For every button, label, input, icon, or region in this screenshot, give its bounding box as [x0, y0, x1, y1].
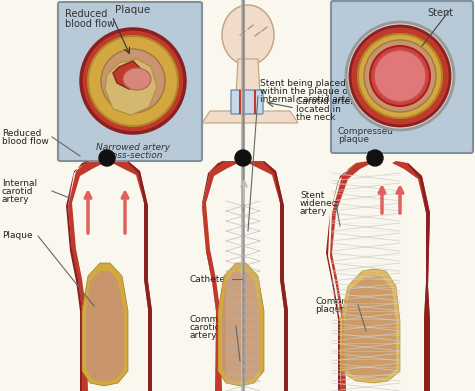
Text: Widened: Widened	[376, 66, 424, 76]
Polygon shape	[218, 263, 264, 386]
Polygon shape	[236, 59, 260, 95]
Text: Reduced: Reduced	[65, 9, 107, 19]
FancyBboxPatch shape	[231, 90, 263, 114]
Polygon shape	[202, 111, 298, 123]
Circle shape	[364, 40, 436, 112]
Text: Plaque: Plaque	[2, 231, 33, 240]
Text: within the plaque of the: within the plaque of the	[260, 86, 369, 95]
Polygon shape	[312, 161, 372, 391]
Text: Compressed: Compressed	[315, 296, 371, 305]
Text: Reduced: Reduced	[2, 129, 41, 138]
Polygon shape	[128, 161, 152, 391]
Text: Narrowed artery: Narrowed artery	[96, 142, 170, 151]
Circle shape	[350, 26, 450, 126]
Ellipse shape	[222, 5, 274, 65]
Text: Stent: Stent	[300, 192, 324, 201]
Text: plaque: plaque	[315, 305, 346, 314]
Text: Stent being placed: Stent being placed	[260, 79, 346, 88]
Circle shape	[101, 49, 165, 113]
Polygon shape	[195, 161, 238, 391]
Text: Carotid arteries: Carotid arteries	[296, 97, 367, 106]
Text: C: C	[371, 153, 379, 163]
Text: widened: widened	[300, 199, 339, 208]
Text: Plaque: Plaque	[115, 5, 151, 15]
FancyBboxPatch shape	[58, 2, 202, 161]
Polygon shape	[108, 161, 152, 391]
Text: carotid: carotid	[2, 187, 34, 196]
Text: the neck: the neck	[296, 113, 335, 122]
Text: carotid: carotid	[190, 323, 221, 332]
Text: plaque: plaque	[338, 136, 369, 145]
Polygon shape	[244, 161, 288, 391]
Ellipse shape	[123, 68, 151, 90]
Circle shape	[370, 46, 430, 106]
Circle shape	[235, 150, 251, 166]
Text: A: A	[103, 153, 111, 163]
Polygon shape	[408, 163, 430, 391]
Polygon shape	[340, 269, 400, 383]
Polygon shape	[82, 263, 128, 386]
Text: internal carotid artery: internal carotid artery	[260, 95, 360, 104]
Circle shape	[81, 29, 185, 133]
Polygon shape	[322, 163, 356, 391]
FancyBboxPatch shape	[331, 1, 473, 153]
Circle shape	[346, 22, 454, 130]
Text: artery: artery	[300, 208, 328, 217]
Text: Compressed: Compressed	[338, 127, 394, 136]
Text: artery: artery	[190, 330, 218, 339]
Text: blood flow: blood flow	[2, 136, 49, 145]
Text: cross-section: cross-section	[103, 151, 163, 160]
Polygon shape	[226, 211, 260, 391]
Circle shape	[99, 150, 115, 166]
Polygon shape	[222, 271, 260, 382]
Polygon shape	[264, 161, 288, 391]
Polygon shape	[113, 61, 143, 89]
Circle shape	[88, 36, 178, 126]
Circle shape	[358, 34, 442, 118]
Text: Stent: Stent	[427, 8, 453, 18]
Polygon shape	[388, 161, 430, 391]
Polygon shape	[60, 161, 104, 391]
Text: artery: artery	[383, 76, 417, 86]
Polygon shape	[105, 59, 157, 115]
Circle shape	[367, 150, 383, 166]
Text: B: B	[239, 153, 247, 163]
Text: Internal: Internal	[2, 179, 37, 188]
Text: artery: artery	[2, 194, 29, 203]
Text: blood flow: blood flow	[65, 19, 115, 29]
Text: Catheter: Catheter	[190, 274, 230, 283]
Polygon shape	[344, 275, 396, 379]
Polygon shape	[202, 161, 224, 391]
Polygon shape	[86, 271, 124, 382]
Circle shape	[374, 50, 426, 102]
Text: Common: Common	[190, 314, 230, 323]
Polygon shape	[66, 161, 88, 391]
Text: located in: located in	[296, 104, 341, 113]
